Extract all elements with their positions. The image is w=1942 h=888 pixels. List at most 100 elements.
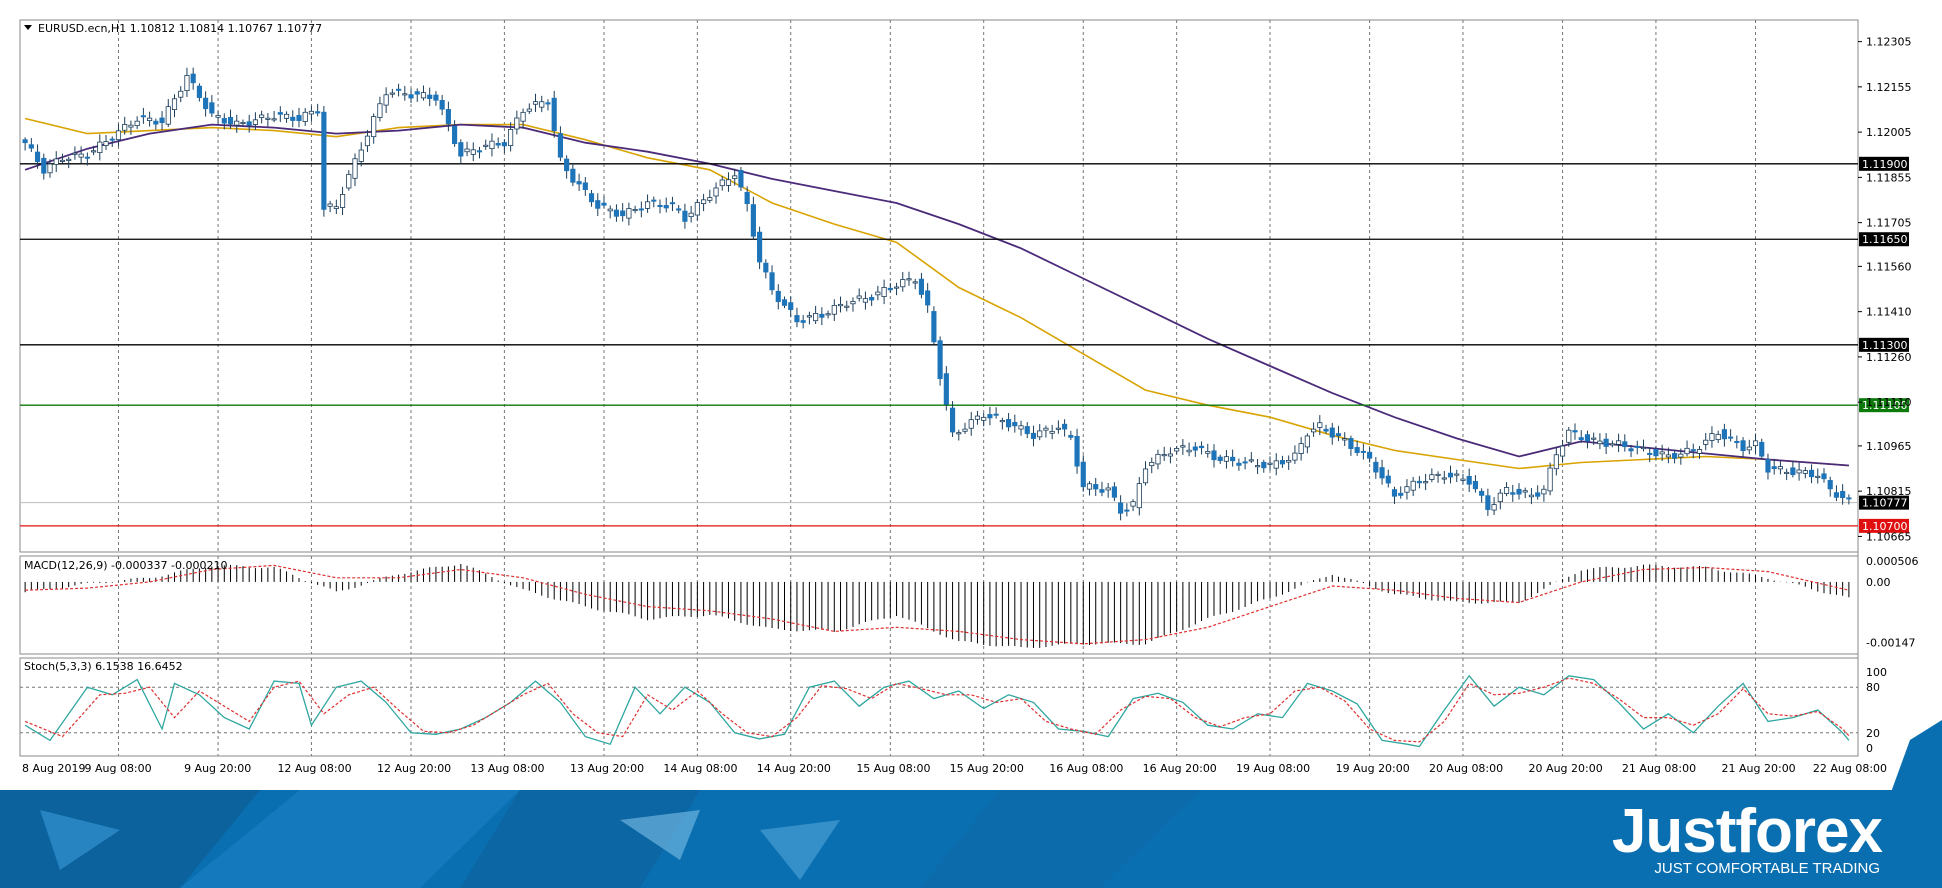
candle-body xyxy=(582,182,588,190)
candle-body xyxy=(1684,447,1690,455)
candle-body xyxy=(881,287,887,297)
candle-body xyxy=(1279,460,1286,465)
candle-body xyxy=(564,158,570,172)
candle-body xyxy=(97,141,103,153)
time-tick-label: 19 Aug 08:00 xyxy=(1236,762,1310,775)
candle-body xyxy=(1460,478,1466,481)
candle-body xyxy=(993,413,999,416)
time-tick-label: 8 Aug 2019 xyxy=(22,762,85,775)
candle-body xyxy=(744,191,750,205)
candle-body xyxy=(302,111,308,122)
candle-body xyxy=(738,169,744,188)
candle-body xyxy=(1578,437,1584,441)
candle-body xyxy=(831,305,837,315)
time-tick-label: 12 Aug 20:00 xyxy=(377,762,451,775)
candle-body xyxy=(470,149,476,155)
candle-body xyxy=(34,151,41,163)
candle-body xyxy=(1466,476,1472,485)
time-tick-label: 9 Aug 08:00 xyxy=(84,762,151,775)
candle-body xyxy=(1846,497,1852,500)
candle-body xyxy=(495,143,501,146)
time-tick-label: 15 Aug 08:00 xyxy=(856,762,930,775)
candle-body xyxy=(1622,441,1628,448)
candle-body xyxy=(1286,459,1292,463)
candle-body xyxy=(371,116,377,138)
time-tick-label: 13 Aug 08:00 xyxy=(470,762,544,775)
candle-body xyxy=(862,298,868,303)
candle-body xyxy=(613,209,620,217)
candle-body xyxy=(1080,461,1086,488)
candle-body xyxy=(389,92,395,95)
candle-body xyxy=(1043,427,1049,431)
macd-indicator: 0.000506 0.00 -0.00147 xyxy=(24,555,1919,650)
current-price-tag xyxy=(1859,495,1909,510)
candle-body xyxy=(1696,449,1703,454)
price-tick-label: 1.11560 xyxy=(1866,260,1912,273)
candle-body xyxy=(1447,472,1454,478)
candle-body xyxy=(974,415,981,420)
candle-body xyxy=(339,194,346,208)
candle-body xyxy=(1784,471,1790,474)
candle-body xyxy=(1522,490,1528,493)
candle-body xyxy=(103,141,109,146)
dropdown-triangle-icon[interactable] xyxy=(24,25,32,30)
candle-body xyxy=(1404,486,1410,493)
time-tick-label: 16 Aug 08:00 xyxy=(1049,762,1123,775)
candle-body xyxy=(483,144,489,147)
time-tick-label: 14 Aug 08:00 xyxy=(663,762,737,775)
candle-body xyxy=(1472,480,1478,490)
candle-body xyxy=(1808,469,1815,478)
candle-body xyxy=(414,91,420,95)
candle-body xyxy=(433,94,439,101)
level-price-label: 1.11100 xyxy=(1862,399,1908,412)
candle-body xyxy=(252,119,258,125)
candle-body xyxy=(1815,475,1821,478)
stoch-tick-label: 100 xyxy=(1866,666,1887,679)
time-tick-label: 13 Aug 20:00 xyxy=(570,762,644,775)
candle-body xyxy=(346,173,352,189)
candle-body xyxy=(781,299,788,306)
candle-body xyxy=(1174,448,1180,452)
candle-body xyxy=(1012,422,1018,427)
candle-body xyxy=(1734,441,1740,444)
candle-body xyxy=(1553,454,1559,470)
candle-body xyxy=(1752,440,1759,447)
price-tick-label: 1.11410 xyxy=(1866,306,1912,319)
candle-body xyxy=(122,124,128,131)
candle-body xyxy=(1099,489,1105,493)
candle-body xyxy=(296,115,302,121)
candle-body xyxy=(931,311,937,343)
candle-body xyxy=(1516,488,1522,495)
candle-body xyxy=(190,73,196,84)
candle-body xyxy=(1086,483,1093,490)
candle-body xyxy=(1167,453,1173,457)
candle-body xyxy=(1653,449,1659,457)
candle-body xyxy=(1715,433,1721,441)
candle-body xyxy=(153,120,159,125)
candle-body xyxy=(1223,456,1230,462)
candle-body xyxy=(1746,446,1752,451)
candle-body xyxy=(66,158,72,161)
candle-body xyxy=(918,278,925,295)
candle-body xyxy=(240,121,246,124)
candle-body xyxy=(588,193,595,203)
candle-body xyxy=(632,209,638,212)
candle-body xyxy=(1111,486,1117,498)
candle-body xyxy=(875,291,881,296)
current-price-label: 1.10777 xyxy=(1862,497,1908,510)
candle-body xyxy=(1105,487,1111,491)
candle-body xyxy=(352,158,358,179)
candle-body xyxy=(1672,453,1678,459)
candle-body xyxy=(968,419,974,429)
candle-body xyxy=(732,175,738,179)
candle-body xyxy=(819,313,825,318)
candle-body xyxy=(1273,460,1279,469)
candle-body xyxy=(607,208,613,212)
macd-signal-line xyxy=(25,564,1850,645)
candle-body xyxy=(1416,480,1422,484)
candle-body xyxy=(271,118,277,121)
candle-body xyxy=(638,208,644,211)
price-tick-label: 1.12305 xyxy=(1866,36,1912,49)
candle-body xyxy=(1759,441,1765,457)
macd-label: MACD(12,26,9) -0.000337 -0.000210 xyxy=(24,559,227,572)
